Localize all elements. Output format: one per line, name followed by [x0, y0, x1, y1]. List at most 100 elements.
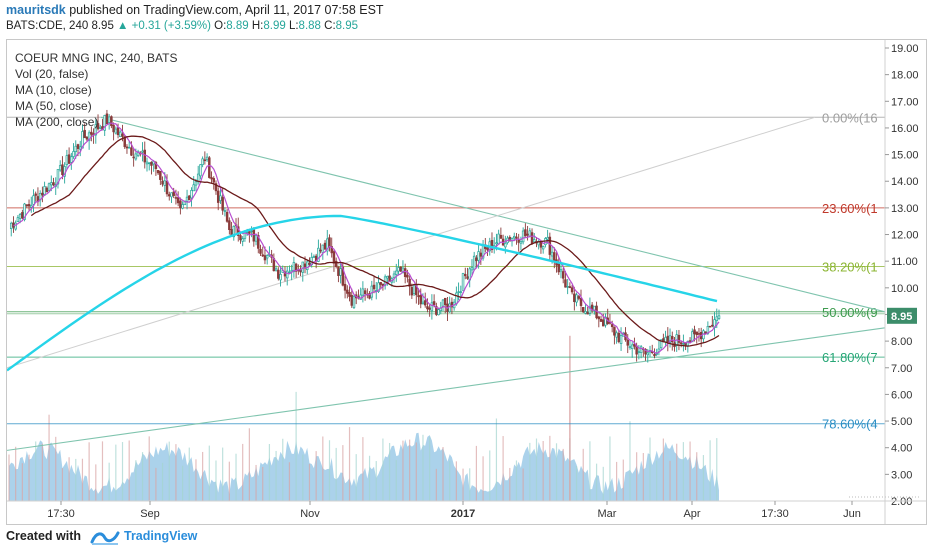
candle-body: [85, 136, 89, 140]
quote-line: BATS:CDE, 240 8.95 ▲ +0.31 (+3.59%) O:8.…: [6, 20, 358, 32]
candle-body: [430, 302, 434, 312]
candle-body: [252, 229, 256, 242]
candle-body: [179, 200, 182, 209]
volume-bar: [616, 461, 618, 501]
candle-body: [332, 251, 336, 264]
candle-body: [254, 235, 258, 242]
candle-body: [695, 331, 698, 336]
candle-body: [435, 306, 438, 315]
header: mauritsdk published on TradingView.com, …: [0, 0, 932, 36]
close-label: C:: [324, 20, 336, 32]
volume-bar: [375, 461, 377, 501]
candle-body: [334, 260, 338, 267]
volume-bar: [676, 443, 678, 501]
price-tick-label: 7.00: [891, 363, 912, 375]
candle-body: [495, 242, 498, 245]
candle-body: [99, 126, 102, 129]
volume-bar: [282, 438, 284, 501]
price-tick-label: 2.00: [891, 496, 912, 508]
volume-bar: [415, 442, 417, 501]
volume-bar: [195, 459, 197, 501]
candle-body: [526, 233, 529, 236]
legend-item[interactable]: MA (200, close): [15, 115, 98, 129]
volume-bar: [148, 436, 150, 501]
volume-bar: [455, 461, 457, 501]
candle-body: [32, 195, 35, 205]
price-chart[interactable]: 0.00%(16 23.60%(1 38.20%(1 50.00%(9 61.80%(7…: [6, 40, 926, 524]
volume-bar: [475, 445, 477, 501]
candle-body: [361, 288, 365, 296]
candle-body: [154, 162, 158, 169]
candle-body: [188, 195, 191, 201]
candle-body: [677, 334, 681, 343]
volume-bar: [402, 440, 404, 501]
volume-bar: [462, 468, 464, 501]
volume-bar: [696, 452, 698, 501]
price-tick-label: 4.00: [891, 443, 912, 455]
candle-body: [662, 338, 665, 342]
candle-body: [457, 291, 460, 293]
candle-body: [116, 127, 120, 136]
candle-body: [279, 273, 282, 281]
candle-body: [530, 232, 534, 244]
volume-bar: [535, 438, 538, 501]
candle-body: [330, 246, 333, 254]
volume-bar: [108, 462, 110, 501]
volume-bar: [268, 444, 271, 501]
candle-body: [90, 131, 93, 135]
volume-bar: [429, 436, 431, 501]
tradingview-brand-link[interactable]: TradingView: [124, 529, 198, 543]
fib-diagonal-line[interactable]: [6, 116, 816, 369]
candle-body: [401, 267, 405, 274]
candle-body: [410, 287, 414, 296]
candle-body: [219, 195, 222, 201]
candle-body: [577, 296, 581, 299]
candle-body: [232, 226, 236, 238]
time-tick-label: Apr: [683, 508, 700, 520]
trendline-resistance[interactable]: [100, 116, 886, 313]
last-price: 8.95: [91, 20, 114, 32]
ma200-line[interactable]: [6, 214, 718, 372]
candle-body: [199, 164, 202, 177]
legend-title[interactable]: COEUR MNG INC, 240, BATS: [15, 51, 177, 65]
candle-body: [14, 222, 17, 230]
candle-body: [257, 235, 260, 249]
candle-body: [717, 315, 721, 319]
candle-body: [25, 204, 29, 207]
candle-body: [306, 261, 309, 270]
volume-bar: [515, 460, 518, 501]
legend-item[interactable]: Vol (20, false): [15, 67, 88, 81]
candle-body: [588, 306, 592, 314]
chart-frame[interactable]: 0.00%(16 23.60%(1 38.20%(1 50.00%(9 61.80%(7…: [6, 39, 927, 525]
volume-bar: [409, 439, 411, 501]
candle-body: [379, 282, 382, 285]
candle-body: [386, 276, 389, 279]
ma50-line[interactable]: [30, 135, 720, 347]
candle-body: [67, 154, 71, 164]
volume-bar: [342, 445, 344, 501]
author-link[interactable]: mauritsdk: [6, 3, 66, 17]
candle-body: [248, 231, 251, 234]
legend-item[interactable]: MA (50, close): [15, 99, 92, 113]
trendline-support[interactable]: [6, 327, 886, 451]
candle-body: [112, 125, 115, 133]
candle-body: [372, 284, 376, 290]
volume-bar: [422, 434, 424, 501]
candle-body: [666, 335, 670, 344]
time-tick-label: Sep: [140, 508, 160, 520]
volume-bar: [542, 440, 544, 501]
candle-body: [76, 144, 80, 149]
volume-bar: [395, 460, 397, 501]
candle-body: [145, 161, 149, 165]
volume-bar: [155, 467, 157, 501]
tradingview-logo-icon[interactable]: [90, 528, 120, 551]
volume-bar: [529, 442, 531, 501]
low-label: L:: [288, 20, 299, 32]
ma10-line[interactable]: [13, 122, 720, 354]
candle-body: [301, 261, 305, 273]
candle-body: [541, 246, 545, 250]
legend-item[interactable]: MA (10, close): [15, 83, 92, 97]
time-tick-label: Jun: [843, 508, 861, 520]
price-tick-label: 12.00: [891, 230, 919, 242]
candle-body: [274, 268, 278, 271]
